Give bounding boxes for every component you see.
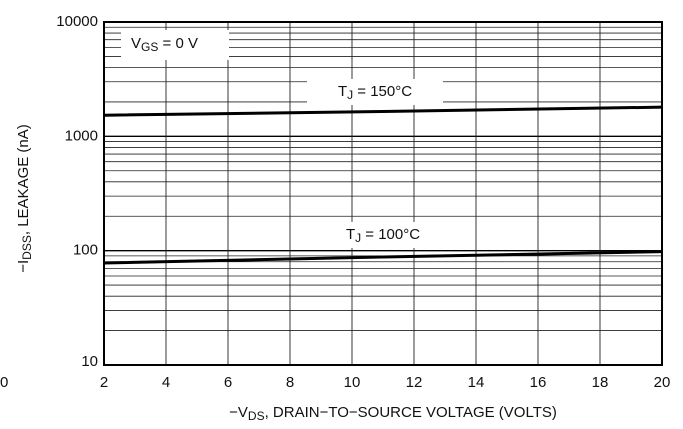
x-tick-label: 6 <box>224 374 232 391</box>
y-axis-label-main: −I <box>15 260 32 273</box>
x-tick-label: 18 <box>592 374 609 391</box>
x-axis-label-main: −V <box>229 404 248 421</box>
series-label-rest: = 100°C <box>361 226 420 243</box>
series-line <box>103 105 663 117</box>
plot-frame <box>103 21 663 366</box>
y-axis-label-sub: DSS <box>20 235 34 260</box>
series-label-box <box>315 222 451 248</box>
series-label: TJ = 150°C <box>338 83 412 102</box>
x-tick-label: 8 <box>286 374 294 391</box>
series-label-sub: J <box>355 231 361 245</box>
condition-label: VGS = 0 V <box>131 35 198 54</box>
x-tick-label: 4 <box>162 374 170 391</box>
series-label: TJ = 100°C <box>346 226 420 245</box>
y-tick-label: 10 <box>81 353 98 370</box>
series-line <box>103 250 663 265</box>
condition-box <box>121 30 229 60</box>
x-axis-label: −VDS, DRAIN−TO−SOURCE VOLTAGE (VOLTS) <box>229 404 557 423</box>
x-axis-label-sub: DS <box>248 409 265 423</box>
series-label-rest: = 150°C <box>353 83 412 100</box>
condition-label-main: V <box>131 35 141 52</box>
x-tick-label: 16 <box>530 374 547 391</box>
y-tick-label: 10000 <box>56 13 98 30</box>
x-axis-label-rest: , DRAIN−TO−SOURCE VOLTAGE (VOLTS) <box>265 404 557 421</box>
y-tick-label: 1000 <box>65 127 98 144</box>
y-tick-label: 100 <box>73 242 98 259</box>
series-label-main: T <box>346 226 355 243</box>
series-label-sub: J <box>347 88 353 102</box>
condition-label-sub: GS <box>141 40 158 54</box>
y-axis-label-rest: , LEAKAGE (nA) <box>15 124 32 235</box>
x-tick-label: 10 <box>344 374 361 391</box>
x-tick-label: 14 <box>468 374 485 391</box>
x-tick-label: 20 <box>654 374 671 391</box>
y-axis-label: −IDSS, LEAKAGE (nA) <box>15 124 34 273</box>
condition-label-rest: = 0 V <box>158 35 198 52</box>
x-tick-label: 12 <box>406 374 423 391</box>
edge-fragment: 0 <box>0 374 8 391</box>
series-label-box <box>307 79 443 105</box>
series-label-main: T <box>338 83 347 100</box>
x-tick-label: 2 <box>100 374 108 391</box>
